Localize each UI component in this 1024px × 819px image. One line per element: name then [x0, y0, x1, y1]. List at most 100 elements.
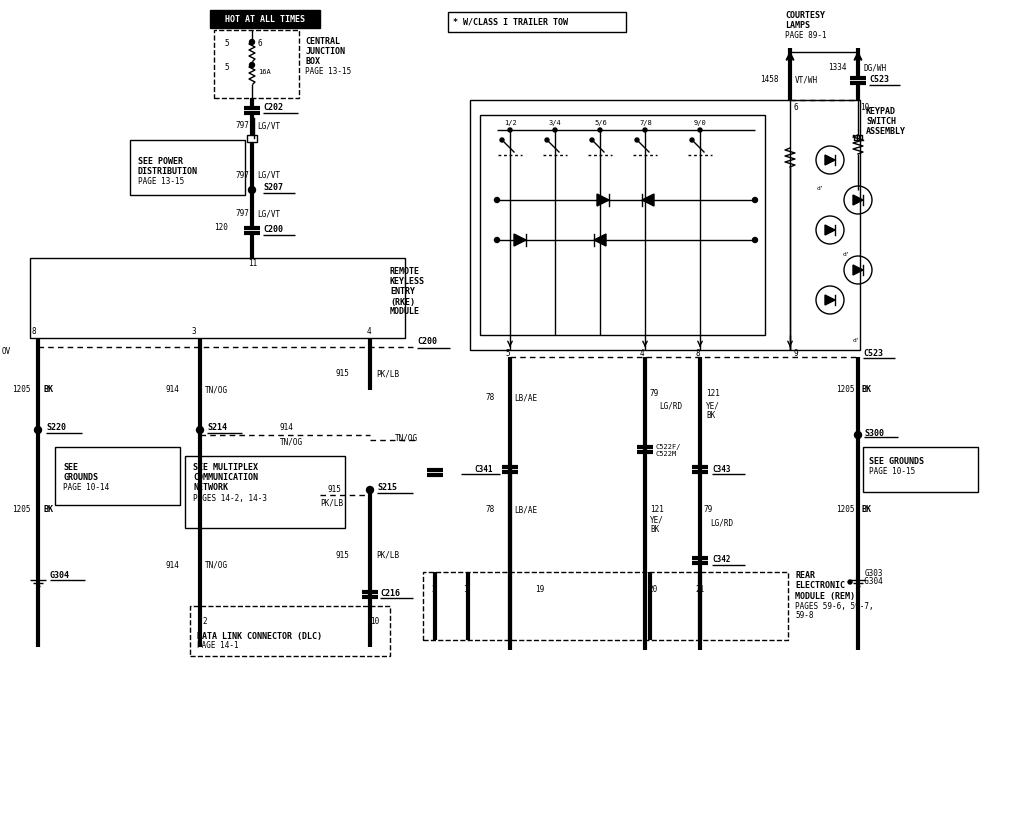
Text: CENTRAL: CENTRAL: [305, 38, 340, 47]
Bar: [423, 572, 788, 640]
Text: C342: C342: [712, 555, 730, 564]
Text: ENTRY: ENTRY: [390, 287, 415, 296]
Circle shape: [249, 187, 256, 193]
Text: 797: 797: [234, 210, 249, 219]
Text: PAGE 89-1: PAGE 89-1: [785, 31, 826, 40]
Text: C200: C200: [263, 225, 283, 234]
Polygon shape: [825, 295, 835, 305]
Bar: [247, 135, 257, 142]
Text: VT/WH: VT/WH: [795, 75, 818, 84]
Text: TN/OG: TN/OG: [205, 386, 228, 395]
Text: 5: 5: [224, 38, 228, 48]
Polygon shape: [825, 155, 835, 165]
Text: 59-8: 59-8: [795, 612, 813, 621]
Text: REMOTE: REMOTE: [390, 268, 420, 277]
Text: 1205: 1205: [12, 386, 31, 395]
Text: 5: 5: [224, 62, 228, 71]
Text: 915: 915: [335, 550, 349, 559]
Text: 1205: 1205: [836, 386, 854, 395]
Circle shape: [643, 128, 647, 132]
Text: PAGE 14-1: PAGE 14-1: [197, 641, 239, 650]
Text: PK/LB: PK/LB: [376, 550, 399, 559]
Text: 10: 10: [370, 618, 379, 627]
Text: 19: 19: [535, 586, 544, 595]
Text: 914: 914: [165, 386, 179, 395]
Circle shape: [250, 62, 255, 67]
Circle shape: [598, 128, 602, 132]
Text: BK: BK: [862, 386, 872, 395]
Text: SEE MULTIPLEX: SEE MULTIPLEX: [193, 464, 258, 473]
Text: 79: 79: [650, 388, 659, 397]
Text: 915: 915: [335, 369, 349, 378]
Polygon shape: [642, 194, 654, 206]
Text: 915: 915: [328, 486, 342, 495]
Circle shape: [35, 427, 42, 433]
Polygon shape: [594, 234, 606, 246]
Text: 9/0: 9/0: [694, 120, 707, 126]
Bar: [214, 30, 299, 98]
Text: 1334: 1334: [828, 64, 847, 73]
Circle shape: [854, 432, 861, 438]
Text: 78: 78: [486, 393, 496, 402]
Text: C523: C523: [863, 349, 883, 358]
Bar: [185, 456, 345, 528]
Text: SWITCH: SWITCH: [866, 117, 896, 126]
Text: LG/VT: LG/VT: [257, 210, 281, 219]
Text: 1458: 1458: [760, 75, 778, 84]
Text: DG/WH: DG/WH: [863, 64, 886, 73]
Circle shape: [500, 138, 504, 142]
Circle shape: [848, 580, 852, 584]
Text: 2: 2: [202, 618, 207, 627]
Text: HOT AT ALL TIMES: HOT AT ALL TIMES: [225, 15, 305, 24]
Text: C341: C341: [474, 465, 493, 474]
Text: d': d': [843, 252, 851, 257]
Bar: [449, 12, 626, 32]
Text: 8: 8: [32, 328, 37, 337]
Text: LG/RD: LG/RD: [659, 401, 682, 410]
Text: 6: 6: [793, 103, 798, 112]
Text: 3: 3: [193, 328, 197, 337]
Text: BK: BK: [44, 505, 54, 514]
Text: KEYPAD: KEYPAD: [866, 107, 896, 116]
Text: 6: 6: [258, 38, 262, 48]
Circle shape: [495, 238, 500, 242]
Text: SEE GROUNDS: SEE GROUNDS: [869, 458, 924, 467]
Text: PAGE 10-15: PAGE 10-15: [869, 468, 915, 477]
Text: 1/2: 1/2: [504, 120, 517, 126]
Text: C202: C202: [263, 102, 283, 111]
Text: 1: 1: [463, 586, 468, 595]
Text: SEE POWER: SEE POWER: [138, 157, 183, 166]
Text: 4: 4: [367, 328, 372, 337]
Circle shape: [698, 128, 702, 132]
Text: PAGE 13-15: PAGE 13-15: [305, 67, 351, 76]
Bar: [55, 447, 180, 505]
Text: LG/VT: LG/VT: [257, 170, 281, 179]
Text: 10: 10: [860, 103, 869, 112]
Text: 20: 20: [648, 586, 657, 595]
Text: PK/LB: PK/LB: [319, 499, 343, 508]
Text: 79: 79: [705, 505, 714, 514]
Text: BK: BK: [706, 411, 715, 420]
Text: 121: 121: [706, 388, 720, 397]
Circle shape: [508, 128, 512, 132]
Text: KEYLESS: KEYLESS: [390, 278, 425, 287]
Text: BK: BK: [650, 526, 659, 535]
Bar: [863, 447, 978, 492]
Circle shape: [367, 486, 374, 494]
Polygon shape: [514, 234, 526, 246]
Text: LG/RD: LG/RD: [710, 518, 733, 527]
Bar: [480, 115, 765, 335]
Text: TN/OG: TN/OG: [280, 437, 303, 446]
Text: ELECTRONIC: ELECTRONIC: [795, 581, 845, 590]
Text: * G304: * G304: [855, 577, 883, 586]
Circle shape: [635, 138, 639, 142]
Text: S215: S215: [377, 483, 397, 492]
Text: d': d': [817, 185, 824, 191]
Text: 914: 914: [280, 423, 294, 432]
Bar: [190, 606, 390, 656]
Text: C522F/: C522F/: [656, 444, 682, 450]
Text: REAR: REAR: [795, 572, 815, 581]
Circle shape: [690, 138, 694, 142]
Bar: [30, 258, 406, 338]
Polygon shape: [825, 225, 835, 235]
